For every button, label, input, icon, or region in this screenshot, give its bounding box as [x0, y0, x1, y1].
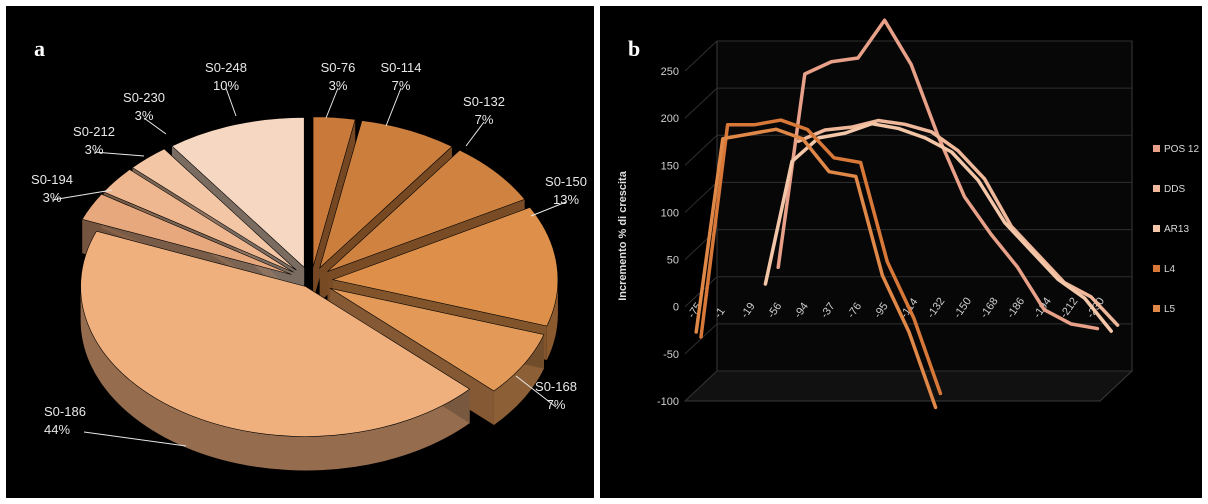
pie-slice-S0-168 — [329, 287, 545, 392]
legend-entry: L5 — [1164, 304, 1176, 315]
pie-slice-S0-76 — [312, 116, 356, 267]
panel-label-a: a — [34, 36, 45, 61]
gridline — [684, 229, 1132, 260]
panel-label-b: b — [628, 36, 641, 61]
pie-label-name: S0-186 — [44, 404, 86, 419]
pie-slice-S0-150 — [331, 207, 559, 327]
series-AR13 — [763, 121, 1113, 333]
pie-label-name: S0-132 — [463, 94, 505, 109]
gridline — [684, 87, 1132, 119]
y-tick-label: 150 — [661, 160, 679, 172]
pie-label-value: 3% — [85, 142, 104, 157]
pie-leader-line — [51, 189, 113, 201]
pie-label-value: 3% — [43, 190, 62, 205]
legend-entry: POS 12 — [1164, 144, 1199, 155]
pie-label-value: 7% — [547, 397, 566, 412]
pie-chart: S0-76 3% S0-114 7% S0-132 7% S0-150 13% S0-168 7%… — [31, 60, 587, 471]
legend-swatch — [1153, 265, 1160, 272]
legend-swatch — [1153, 305, 1160, 312]
pie-leader-line — [83, 431, 187, 447]
y-tick-label: 0 — [673, 302, 679, 314]
pie-leader-line — [225, 87, 237, 117]
pie-slice-wall — [80, 286, 470, 471]
legend-entry: AR13 — [1164, 224, 1189, 235]
legend-swatch — [1153, 225, 1160, 232]
legend: POS 12 DDS AR13 L4 L5 — [1153, 144, 1199, 315]
y-tick-label: 200 — [661, 113, 679, 125]
pie-slice-S0-132 — [327, 149, 526, 272]
pie-label-value: 3% — [329, 78, 348, 93]
pie-leader-line — [385, 87, 402, 127]
pie-label-name: S0-114 — [381, 60, 422, 75]
series-line — [763, 121, 1113, 333]
pie-label-value: 44% — [44, 422, 70, 437]
pie-leader-line — [465, 121, 485, 147]
legend-swatch — [1153, 185, 1160, 192]
series-line — [694, 127, 938, 410]
y-tick-label: 50 — [667, 255, 679, 267]
pie-label-name: S0-230 — [123, 90, 165, 105]
pie-slice-S0-114 — [319, 120, 453, 269]
pie-labels: S0-76 3% S0-114 7% S0-132 7% S0-150 13% S0-168 7%… — [31, 60, 587, 447]
pie-label-value: 7% — [475, 112, 494, 127]
line-chart: 250 200 150 100 50 0 -50 -100 Incremento % di cr… — [617, 18, 1199, 410]
pie-leader-line — [93, 151, 145, 157]
pie-slice-wall — [546, 279, 558, 361]
pie-label-name: S0-168 — [535, 379, 577, 394]
pie-leader-line — [143, 117, 167, 135]
pie-label-name: S0-150 — [545, 174, 587, 189]
pie-label-value: 13% — [553, 192, 579, 207]
gridline — [684, 134, 1132, 166]
pie-label-value: 3% — [135, 108, 154, 123]
line-panel: b 250 200 150 100 50 0 -50 -100 Incremento % di … — [600, 6, 1202, 498]
series-line — [699, 118, 943, 396]
gridline — [684, 323, 1132, 355]
pie-leader-line — [325, 87, 339, 119]
pie-slice-S0-230 — [131, 148, 297, 271]
pie-panel: a S0-76 3% S0-114 7% S0-132 7% S0-150 13% S0-168… — [6, 6, 594, 498]
y-tick-label: -100 — [657, 396, 679, 408]
pie-slice-S0-186 — [80, 230, 471, 437]
pie-label-name: S0-212 — [73, 124, 115, 139]
pie-label-name: S0-248 — [205, 60, 247, 75]
pie-slice-S0-194 — [81, 193, 292, 275]
pie-tops — [80, 116, 559, 437]
pie-label-value: 10% — [213, 78, 239, 93]
pie-label-name: S0-76 — [321, 60, 356, 75]
y-axis-title: Incremento % di crescita — [617, 170, 629, 300]
chart-floor — [683, 370, 1134, 402]
pie-leader-line — [530, 201, 567, 217]
pie-label-value: 7% — [392, 78, 411, 93]
gridline — [684, 370, 1132, 402]
legend-entry: L4 — [1164, 264, 1176, 275]
y-tick-label: -50 — [663, 349, 679, 361]
y-tick-label: 100 — [661, 207, 679, 219]
legend-entry: DDS — [1164, 184, 1185, 195]
pie-leader-line — [515, 375, 557, 408]
gridline — [684, 276, 1132, 308]
pie-slice-S0-248 — [171, 117, 305, 269]
legend-swatch — [1153, 145, 1160, 152]
pie-label-name: S0-194 — [31, 172, 73, 187]
series-L4 — [699, 118, 943, 396]
y-tick-label: 250 — [661, 66, 679, 78]
gridline — [684, 40, 1132, 72]
series-L5 — [694, 127, 938, 410]
series-lines — [694, 18, 1120, 410]
